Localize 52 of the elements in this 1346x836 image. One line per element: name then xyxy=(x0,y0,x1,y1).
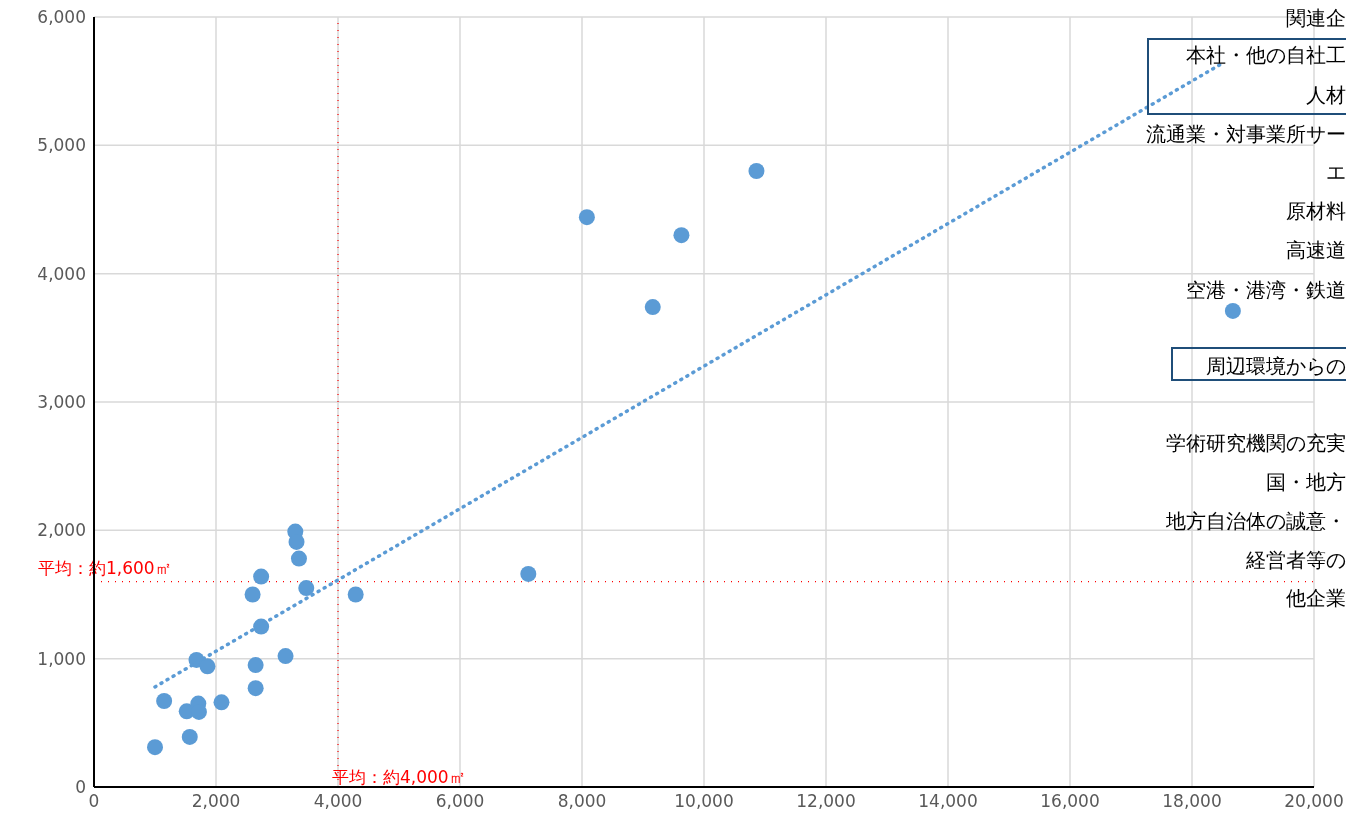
point xyxy=(156,693,173,710)
annotation: 本社・他の自社工 xyxy=(1186,42,1346,68)
point xyxy=(181,728,198,745)
point xyxy=(247,680,264,697)
point xyxy=(213,694,230,711)
y-tick-label: 6,000 xyxy=(37,7,86,28)
point xyxy=(1224,302,1241,319)
point xyxy=(673,227,690,244)
text: エ xyxy=(1326,159,1346,185)
annotation: 高速道 xyxy=(1286,237,1346,263)
annotation: 国・地方 xyxy=(1266,469,1346,495)
point xyxy=(290,550,307,567)
y-tick-label: 4,000 xyxy=(37,263,86,284)
point xyxy=(520,565,537,582)
annotation: 流通業・対事業所サー xyxy=(1146,121,1346,147)
x-tick-label: 6,000 xyxy=(435,791,485,812)
x-tick-label: 16,000 xyxy=(1040,791,1100,812)
y-tick-label: 5,000 xyxy=(37,135,86,156)
point xyxy=(578,209,595,226)
point xyxy=(644,299,661,316)
annotation: 人材 xyxy=(1306,82,1346,108)
point xyxy=(147,739,163,756)
annotation: 地方自治体の誠意・ xyxy=(1166,508,1346,534)
y-tick-label: 1,000 xyxy=(37,648,86,669)
point xyxy=(347,586,364,603)
x-tick-label: 12,000 xyxy=(796,791,856,812)
ref-line-label: 平均：約4,000㎡ xyxy=(332,767,466,787)
x-tick-label: 20,000 xyxy=(1284,791,1344,812)
point xyxy=(253,568,270,585)
y-tick-label: 3,000 xyxy=(37,392,86,413)
x-tick-label: 0 xyxy=(88,791,100,812)
annotation: 学術研究機関の充実 xyxy=(1166,430,1346,456)
point xyxy=(244,586,261,603)
annotation: 関連企 xyxy=(1286,7,1346,31)
annotation: 他企業 xyxy=(1286,585,1346,611)
annotation: 経営者等の xyxy=(1246,547,1346,573)
y-tick-label: 0 xyxy=(75,777,86,798)
point xyxy=(277,648,294,665)
y-tick-label: 2,000 xyxy=(37,520,86,541)
x-tick-label: 2,000 xyxy=(191,791,241,812)
point xyxy=(298,580,315,597)
x-tick-label: 4,000 xyxy=(313,791,363,812)
x-tick-label: 14,000 xyxy=(918,791,978,812)
annotation: 周辺環境からの xyxy=(1206,353,1346,379)
point xyxy=(748,163,765,179)
annotation: 空港・港湾・鉄道 xyxy=(1186,277,1346,303)
point xyxy=(199,658,216,675)
x-tick-label: 10,000 xyxy=(674,791,734,812)
x-tick-label: 18,000 xyxy=(1162,791,1222,812)
point xyxy=(247,657,264,674)
annotation: 原材料 xyxy=(1286,198,1346,224)
x-tick-label: 8,000 xyxy=(557,791,607,812)
